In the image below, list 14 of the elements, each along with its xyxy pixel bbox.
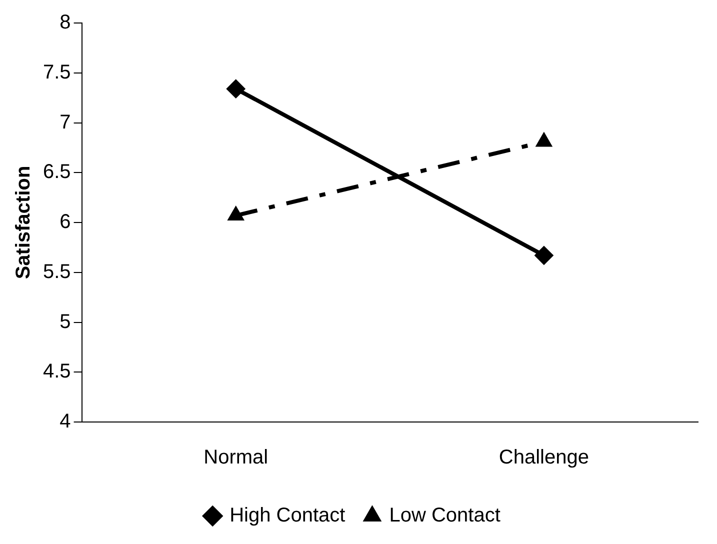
legend-label: High Contact [230, 504, 346, 527]
y-tick-label: 7.5 [42, 61, 71, 84]
legend-label: Low Contact [389, 504, 501, 527]
y-tick-label: 7 [60, 111, 71, 134]
y-tick-label: 5.5 [42, 260, 71, 283]
y-tick-label: 5 [60, 310, 71, 333]
y-tick-label: 8 [60, 12, 71, 34]
x-tick-label: Challenge [498, 446, 589, 469]
y-tick-label: 4 [60, 410, 71, 433]
y-tick-label: 6.5 [42, 161, 71, 184]
y-tick-label: 6 [60, 211, 71, 234]
y-axis-title: Satisfaction [12, 166, 35, 280]
y-tick-label: 4.5 [42, 360, 71, 383]
x-tick-label: Normal [204, 446, 268, 469]
